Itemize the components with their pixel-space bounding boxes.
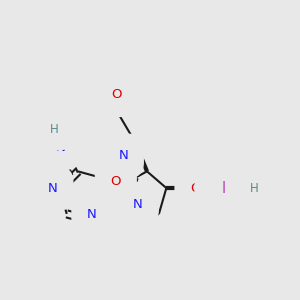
- Text: H: H: [208, 187, 217, 200]
- Text: O: O: [190, 182, 201, 194]
- Text: N: N: [133, 198, 143, 211]
- Text: N: N: [56, 141, 66, 154]
- Text: N: N: [87, 208, 97, 221]
- Text: I: I: [222, 181, 226, 196]
- Text: O: O: [111, 175, 121, 188]
- Text: H: H: [50, 123, 59, 136]
- Text: N: N: [48, 182, 58, 195]
- Text: N: N: [118, 149, 128, 162]
- Text: H: H: [250, 182, 259, 195]
- Text: O: O: [112, 88, 122, 101]
- Text: H: H: [108, 82, 117, 95]
